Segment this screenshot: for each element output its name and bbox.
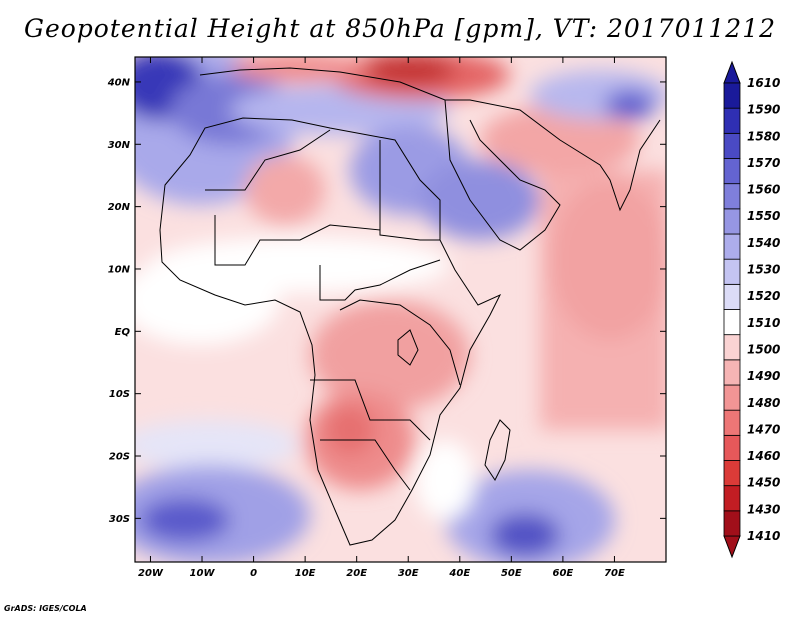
- colorbar-label: 1540: [747, 236, 780, 250]
- lon-label: 60E: [553, 568, 574, 579]
- lat-label: 10N: [108, 264, 131, 275]
- geopotential-shading: [105, 45, 670, 570]
- colorbar-swatch: [724, 335, 740, 360]
- colorbar-swatch: [724, 486, 740, 511]
- colorbar-label: 1590: [747, 103, 780, 117]
- colorbar-label: 1510: [747, 316, 780, 330]
- lat-label: 20S: [109, 452, 130, 463]
- colorbar-label: 1570: [747, 156, 780, 170]
- colorbar-swatch: [724, 410, 740, 435]
- colorbar-label: 1580: [747, 129, 780, 143]
- colorbar-swatch: [724, 511, 740, 536]
- lon-label: 40E: [448, 568, 470, 579]
- colorbar-swatch: [724, 133, 740, 158]
- lat-label: EQ: [115, 327, 131, 338]
- colorbar-label: 1490: [747, 369, 780, 383]
- colorbar-swatch: [724, 284, 740, 309]
- colorbar-swatch: [724, 259, 740, 284]
- lat-label: 30S: [109, 514, 130, 525]
- colorbar-label: 1450: [747, 476, 780, 490]
- colorbar-swatch: [724, 310, 740, 335]
- colorbar-label: 1500: [747, 342, 780, 356]
- colorbar-label: 1530: [747, 263, 780, 277]
- colorbar: 1410 1430 1450 1460 1470 1480 1490 1500 1510 1520…: [724, 62, 780, 557]
- lon-label: 0: [250, 568, 257, 579]
- colorbar-swatch: [724, 360, 740, 385]
- colorbar-label: 1410: [747, 529, 780, 543]
- colorbar-swatch: [724, 159, 740, 184]
- lat-label: 10S: [109, 389, 130, 400]
- lon-label: 50E: [501, 568, 522, 579]
- lon-label: 10E: [295, 568, 316, 579]
- lon-label: 10W: [190, 568, 216, 579]
- colorbar-swatch: [724, 184, 740, 209]
- colorbar-label: 1430: [747, 502, 780, 516]
- colorbar-label: 1480: [747, 396, 780, 410]
- map-figure: 40N 30N 20N 10N EQ 10S 20S 30S 20W 10W 0 10E 20E 30E…: [0, 0, 800, 618]
- colorbar-label: 1550: [747, 209, 780, 223]
- colorbar-min-arrow: [724, 536, 740, 557]
- lon-label: 30E: [398, 568, 419, 579]
- colorbar-swatch: [724, 461, 740, 486]
- lat-label: 20N: [108, 202, 131, 213]
- colorbar-swatch: [724, 108, 740, 133]
- colorbar-swatch: [724, 435, 740, 460]
- colorbar-label: 1470: [747, 422, 780, 436]
- colorbar-swatch: [724, 385, 740, 410]
- colorbar-label: 1610: [747, 76, 780, 90]
- lon-label: 20W: [138, 568, 164, 579]
- colorbar-swatch: [724, 83, 740, 108]
- lat-label: 30N: [108, 140, 131, 151]
- colorbar-label: 1460: [747, 449, 780, 463]
- colorbar-swatch: [724, 209, 740, 234]
- colorbar-max-arrow: [724, 62, 740, 83]
- lon-label: 70E: [604, 568, 625, 579]
- lat-label: 40N: [107, 77, 131, 88]
- grads-credit: GrADS: IGES/COLA: [4, 604, 87, 613]
- lon-label: 20E: [346, 568, 367, 579]
- colorbar-label: 1520: [747, 289, 780, 303]
- colorbar-label: 1560: [747, 183, 780, 197]
- colorbar-swatch: [724, 234, 740, 259]
